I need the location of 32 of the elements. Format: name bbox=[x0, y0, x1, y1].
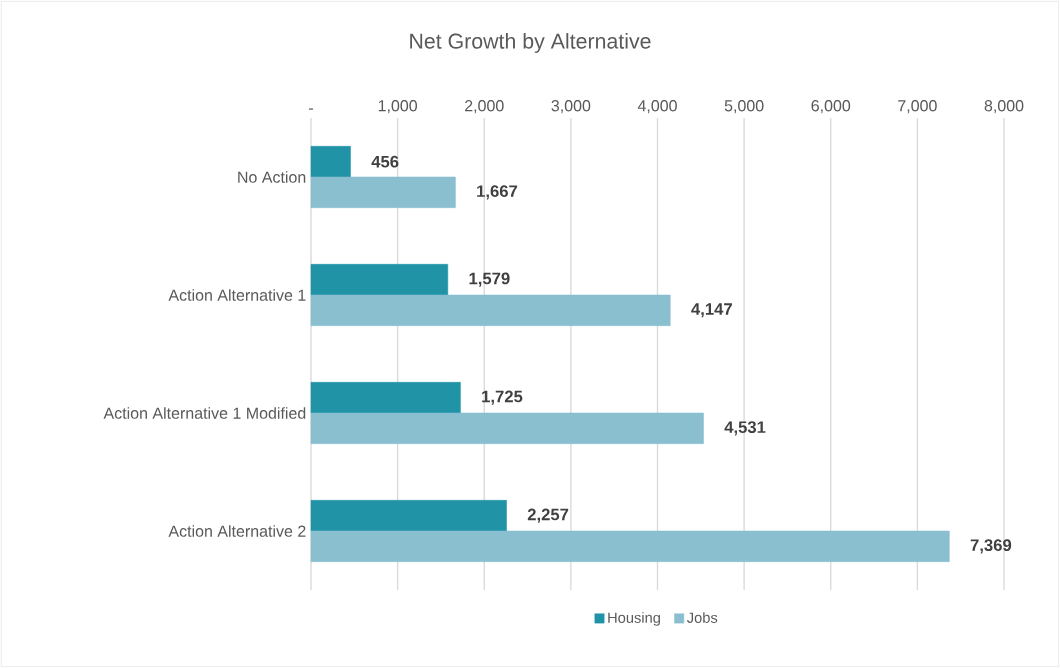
x-tick-label: 3,000 bbox=[551, 100, 591, 114]
data-label: 2,257 bbox=[527, 508, 569, 523]
data-label: 4,531 bbox=[724, 421, 766, 436]
data-label: 1,667 bbox=[477, 185, 518, 200]
data-label: 456 bbox=[371, 155, 399, 168]
legend-label: Housing bbox=[608, 612, 660, 626]
data-label: 1,725 bbox=[482, 390, 523, 405]
bar bbox=[310, 382, 461, 414]
y-tick-label: Action Alternative 1 bbox=[168, 289, 306, 301]
y-tick-label: Action Alternative 2 bbox=[168, 525, 306, 537]
y-tick-label: No Action bbox=[238, 171, 306, 183]
bar bbox=[310, 500, 507, 532]
x-tick-label: 1,000 bbox=[378, 100, 418, 114]
bar bbox=[310, 412, 704, 444]
x-tick-label: 8,000 bbox=[984, 100, 1024, 114]
bar bbox=[310, 294, 671, 326]
bar bbox=[310, 146, 351, 178]
data-label: 4,147 bbox=[691, 303, 732, 318]
chart-title: Net Growth by Alternative bbox=[410, 33, 651, 53]
x-tick-label: - bbox=[309, 108, 313, 110]
data-label: 7,369 bbox=[970, 539, 1012, 554]
x-tick-label: 4,000 bbox=[637, 100, 677, 114]
bar bbox=[310, 176, 456, 208]
x-tick-label: 6,000 bbox=[811, 100, 851, 114]
bar bbox=[310, 264, 449, 296]
data-label: 1,579 bbox=[469, 272, 510, 287]
x-tick-label: 5,000 bbox=[724, 100, 764, 114]
x-tick-label: 2,000 bbox=[465, 100, 504, 114]
y-tick-label: Action Alternative 1 Modified bbox=[103, 407, 306, 419]
bar bbox=[310, 530, 950, 562]
x-tick-label: 7,000 bbox=[898, 100, 937, 114]
legend-label: Jobs bbox=[687, 612, 718, 623]
